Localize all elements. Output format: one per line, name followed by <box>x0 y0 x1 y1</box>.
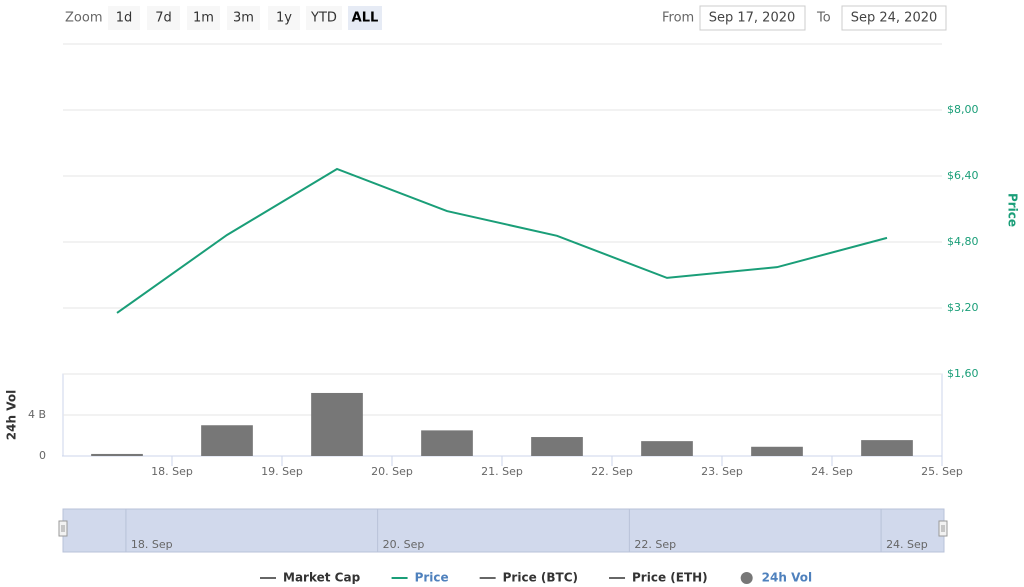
x-tick-label: 25. Sep <box>921 465 963 478</box>
zoom-button[interactable] <box>306 6 342 30</box>
to-date[interactable]: Sep 24, 2020 <box>851 11 938 26</box>
y2-tick-label: 0 <box>39 449 46 462</box>
zoom-button-label[interactable]: 1d <box>116 11 133 26</box>
volume-bar <box>311 392 363 456</box>
x-tick-label: 18. Sep <box>151 465 193 478</box>
zoom-button[interactable] <box>227 6 260 30</box>
volume-bar <box>751 446 803 456</box>
y-tick-label: $6,40 <box>947 169 979 182</box>
y2-axis-title: 24h Vol <box>5 390 19 440</box>
volume-bar <box>641 441 693 456</box>
zoom-button[interactable] <box>147 6 180 30</box>
navigator-handle[interactable] <box>938 520 948 537</box>
zoom-button[interactable] <box>108 6 140 30</box>
from-date[interactable]: Sep 17, 2020 <box>709 11 796 26</box>
legend-label[interactable]: Price (BTC) <box>503 571 578 585</box>
volume-bar <box>421 430 473 456</box>
navigator-tick-label: 18. Sep <box>131 538 173 551</box>
from-label: From <box>662 11 694 26</box>
zoom-button-label[interactable]: 1m <box>193 11 214 26</box>
zoom-button-label[interactable]: YTD <box>310 11 337 26</box>
navigator-tick-label: 22. Sep <box>634 538 676 551</box>
volume-bar <box>201 425 253 456</box>
legend-item[interactable]: 24h Vol <box>740 571 812 585</box>
x-tick-label: 22. Sep <box>591 465 633 478</box>
zoom-button-label[interactable]: 1y <box>276 11 292 26</box>
y-tick-label: $8,00 <box>947 103 979 116</box>
volume-bar <box>861 440 913 456</box>
legend-item[interactable]: Price (BTC) <box>479 571 578 585</box>
navigator-tick-label: 20. Sep <box>383 538 425 551</box>
legend-symbol <box>740 572 753 584</box>
legend-label[interactable]: Price <box>415 571 449 585</box>
from-input[interactable] <box>699 5 806 31</box>
navigator-mask <box>62 508 945 553</box>
x-tick-label: 24. Sep <box>811 465 853 478</box>
y-tick-label: $4,80 <box>947 235 979 248</box>
legend-item[interactable]: Price <box>391 571 449 585</box>
volume-bar <box>531 437 583 456</box>
zoom-button[interactable] <box>348 6 382 30</box>
y-tick-label: $1,60 <box>947 367 979 380</box>
zoom-button[interactable] <box>268 6 300 30</box>
zoom-button-label[interactable]: 7d <box>155 11 172 26</box>
x-tick-label: 23. Sep <box>701 465 743 478</box>
legend-label[interactable]: Price (ETH) <box>632 571 708 585</box>
price-line <box>116 167 888 314</box>
legend-item[interactable]: Market Cap <box>260 571 361 585</box>
legend-label[interactable]: 24h Vol <box>762 571 812 585</box>
y-tick-label: $3,20 <box>947 301 979 314</box>
x-tick-label: 21. Sep <box>481 465 523 478</box>
x-tick-label: 19. Sep <box>261 465 303 478</box>
y2-tick-label: 4 B <box>28 408 46 421</box>
zoom-button[interactable] <box>187 6 220 30</box>
zoom-label: Zoom <box>65 11 102 26</box>
to-label: To <box>816 11 831 26</box>
navigator-handle[interactable] <box>58 520 68 537</box>
zoom-button-label[interactable]: ALL <box>352 11 379 26</box>
to-input[interactable] <box>841 5 947 31</box>
volume-bar <box>91 453 143 456</box>
x-tick-label: 20. Sep <box>371 465 413 478</box>
legend-item[interactable]: Price (ETH) <box>609 571 708 585</box>
legend-label[interactable]: Market Cap <box>283 571 361 585</box>
navigator-tick-label: 24. Sep <box>886 538 928 551</box>
y-axis-title: Price <box>1006 193 1020 227</box>
zoom-button-label[interactable]: 3m <box>233 11 254 26</box>
